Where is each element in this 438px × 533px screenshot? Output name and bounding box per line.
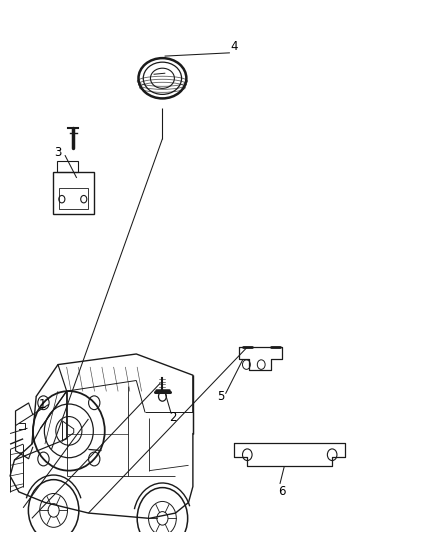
- Text: 6: 6: [279, 486, 286, 498]
- Circle shape: [157, 512, 168, 525]
- Text: 3: 3: [54, 146, 62, 159]
- Circle shape: [48, 504, 59, 517]
- Text: 1: 1: [39, 398, 46, 411]
- Text: 4: 4: [230, 40, 238, 53]
- Text: 5: 5: [218, 390, 225, 403]
- Text: 2: 2: [170, 411, 177, 424]
